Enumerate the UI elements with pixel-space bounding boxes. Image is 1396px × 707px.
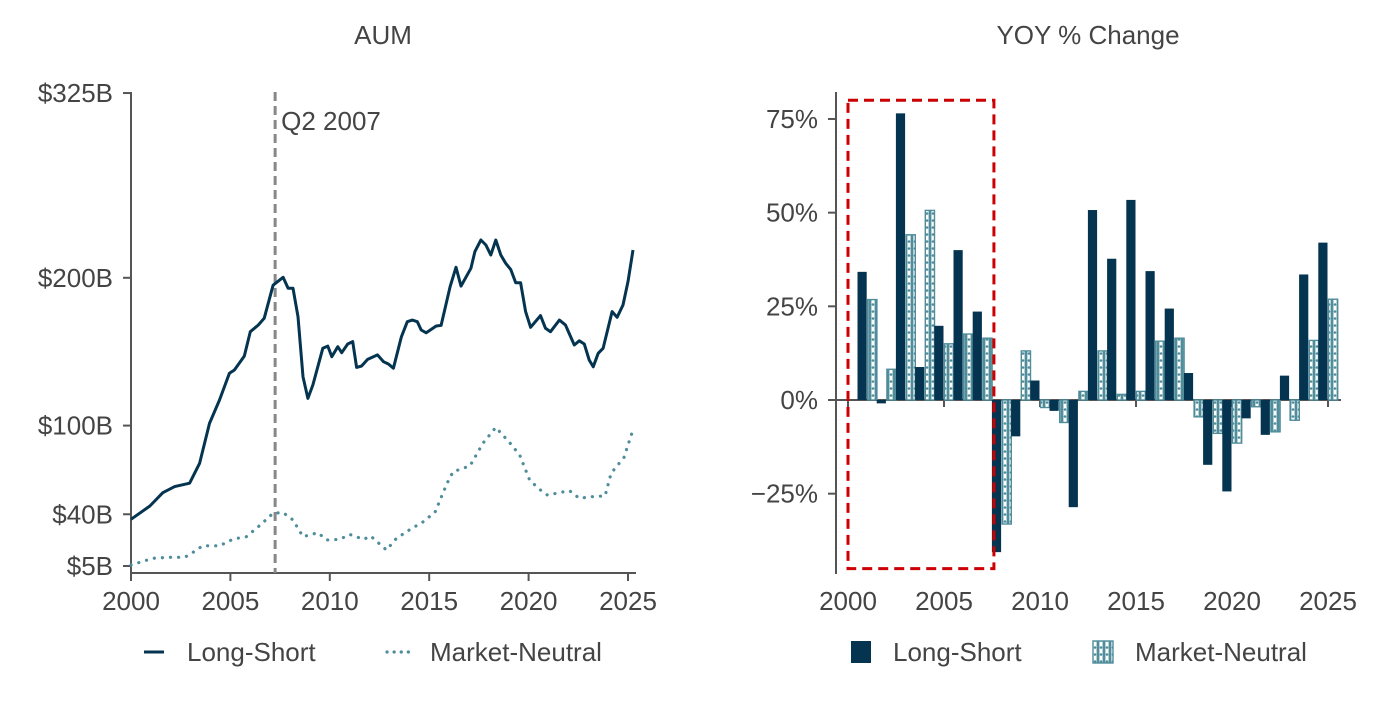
market-neutral-bar [1289, 399, 1300, 421]
market-neutral-bar [1058, 399, 1070, 424]
x-tick-label: 2025 [599, 586, 657, 616]
market-neutral-bar [1154, 340, 1166, 401]
long-short-bar [1126, 199, 1136, 400]
market-neutral-bar [1250, 399, 1262, 408]
legend-long-short-label: Long-Short [893, 637, 1022, 667]
market-neutral-bar [867, 298, 878, 401]
long-short-bar [1222, 400, 1232, 492]
y-tick-label: 50% [766, 198, 818, 228]
long-short-bar [1030, 380, 1040, 400]
long-short-bar [857, 271, 867, 400]
market-neutral-bar [1308, 339, 1320, 401]
legend-long-short-swatch [851, 641, 871, 663]
market-neutral-bar [1078, 390, 1089, 401]
q2-2007-label: Q2 2007 [281, 106, 381, 136]
market-neutral-bar [963, 333, 974, 401]
long-short-bar [972, 311, 982, 400]
long-short-bar [1049, 400, 1059, 411]
y-tick-label: 25% [766, 291, 818, 321]
market-neutral-bar [1116, 393, 1128, 401]
market-neutral-bar [886, 368, 897, 401]
market-neutral-bar [1135, 390, 1147, 401]
x-tick-label: 2015 [1107, 586, 1165, 616]
long-short-bar [1318, 242, 1328, 400]
legend-long-short-label: Long-Short [187, 637, 316, 667]
x-tick-label: 2005 [915, 586, 973, 616]
y-tick-label: 75% [766, 104, 818, 134]
long-short-bar [1260, 400, 1270, 435]
long-short-bar [1299, 274, 1309, 400]
x-tick-label: 2015 [400, 586, 458, 616]
y-tick-label: 0% [780, 385, 818, 415]
y-tick-label: $100B [38, 411, 113, 441]
y-tick-label: $325B [38, 78, 113, 108]
legend-market-neutral-swatch [1092, 640, 1114, 664]
long-short-bar [1087, 210, 1098, 400]
market-neutral-bar [924, 209, 936, 401]
y-tick-label: $5B [67, 551, 113, 581]
market-neutral-bar [1327, 298, 1339, 401]
long-short-bar [1107, 258, 1117, 400]
market-neutral-bar [982, 337, 993, 401]
x-tick-label: 2000 [102, 586, 160, 616]
market-neutral-bar [1001, 399, 1012, 525]
market-neutral-line [129, 424, 636, 567]
x-tick-label: 2010 [1011, 586, 1069, 616]
long-short-line [130, 238, 635, 521]
market-neutral-bar [943, 343, 955, 401]
aum-chart: AUM $5B $40B $100B $200B $325B 2000 2005 2010 20… [38, 20, 657, 667]
legend-market-neutral-label: Market-Neutral [1135, 637, 1307, 667]
y-tick-label: $200B [38, 263, 113, 293]
long-short-bar [1279, 375, 1290, 400]
long-short-bar [991, 400, 1002, 553]
market-neutral-bar [1039, 399, 1051, 409]
long-short-bar [1183, 373, 1194, 400]
x-tick-label: 2005 [201, 586, 259, 616]
yoy-chart-title: YOY % Change [996, 20, 1179, 50]
market-neutral-bar [1231, 399, 1243, 444]
long-short-bar [895, 113, 906, 401]
yoy-chart: YOY % Change −25% 0% 25% 50% 75% 2000 2005 2010… [751, 20, 1357, 667]
market-neutral-bar [1193, 399, 1204, 418]
market-neutral-bar [1174, 337, 1185, 401]
y-tick-label: $40B [52, 499, 113, 529]
highlight-box [846, 98, 996, 571]
long-short-bar [934, 325, 944, 400]
long-short-bar [953, 250, 963, 400]
market-neutral-bar [1097, 350, 1108, 401]
long-short-bar [1011, 400, 1021, 437]
long-short-bar [1164, 308, 1174, 400]
long-short-bar [1241, 400, 1251, 419]
x-tick-label: 2000 [819, 586, 877, 616]
market-neutral-bar [1020, 350, 1032, 401]
x-tick-label: 2010 [301, 586, 359, 616]
market-neutral-bar [905, 234, 916, 401]
long-short-bar [915, 367, 925, 400]
y-tick-label: −25% [751, 479, 818, 509]
x-tick-label: 2020 [1203, 586, 1261, 616]
legend-market-neutral-label: Market-Neutral [430, 637, 602, 667]
long-short-bar [1145, 271, 1155, 400]
x-tick-label: 2020 [500, 586, 558, 616]
x-tick-label: 2025 [1299, 586, 1357, 616]
long-short-bar [1203, 400, 1213, 465]
long-short-bar [876, 400, 886, 404]
aum-chart-title: AUM [354, 20, 412, 50]
long-short-bar [1068, 400, 1078, 508]
market-neutral-bar [1270, 399, 1281, 433]
market-neutral-bar [1212, 399, 1224, 435]
